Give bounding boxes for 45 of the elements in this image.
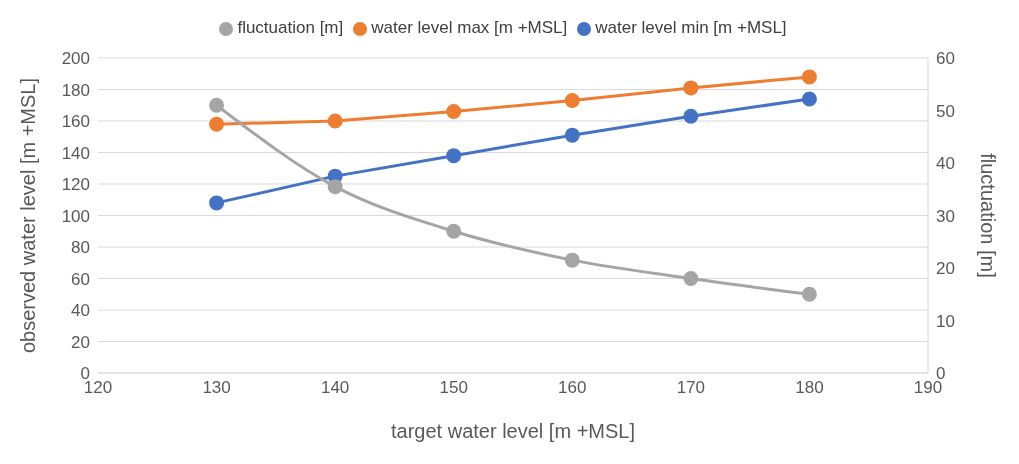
x-tick-label: 170 <box>676 378 706 398</box>
x-tick-label: 130 <box>202 378 231 398</box>
point <box>446 148 462 164</box>
point <box>209 97 225 113</box>
y2-tick-label: 10 <box>936 311 955 331</box>
y-axis-title: observed water level [m +MSL] <box>17 77 40 354</box>
y-tick-label: 60 <box>71 269 90 289</box>
y-tick-label: 100 <box>61 206 90 226</box>
point <box>564 127 580 143</box>
x-tick-label: 160 <box>558 378 587 398</box>
y2-tick-label: 60 <box>936 49 955 69</box>
y-tick-label: 120 <box>61 175 90 195</box>
x-tick-label: 140 <box>320 378 350 398</box>
y-tick-label: 160 <box>61 112 90 132</box>
x-axis-title: target water level [m +MSL] <box>391 420 635 442</box>
point <box>564 93 580 109</box>
y-tick-label: 180 <box>61 80 90 100</box>
y-tick-label: 40 <box>71 301 90 321</box>
legend-label: water level max [m +MSL] <box>371 18 568 37</box>
y-tick-label: 140 <box>61 143 90 163</box>
point <box>683 271 699 286</box>
y2-tick-label: 40 <box>936 154 955 174</box>
point <box>801 286 817 302</box>
point <box>327 113 343 129</box>
y2-axis-title: fluctuation [m] <box>976 153 999 278</box>
y-tick-label: 200 <box>61 49 90 69</box>
point <box>209 195 225 211</box>
point <box>327 179 343 195</box>
point <box>683 108 699 124</box>
y-tick-label: 20 <box>71 332 90 352</box>
y-tick-label: 80 <box>71 238 90 258</box>
point <box>683 80 699 96</box>
point <box>801 69 817 85</box>
legend-label: fluctuation [m] <box>237 18 344 37</box>
point <box>564 252 580 268</box>
x-tick-label: 150 <box>439 378 468 398</box>
x-tick-label: 180 <box>795 378 824 398</box>
y2-tick-label: 30 <box>936 206 955 226</box>
point <box>446 104 462 120</box>
y2-tick-label: 20 <box>936 259 955 279</box>
point <box>801 91 817 107</box>
point <box>446 223 462 239</box>
y2-tick-label: 50 <box>936 101 955 121</box>
legend-label: water level min [m +MSL] <box>595 18 787 37</box>
point <box>209 116 225 132</box>
